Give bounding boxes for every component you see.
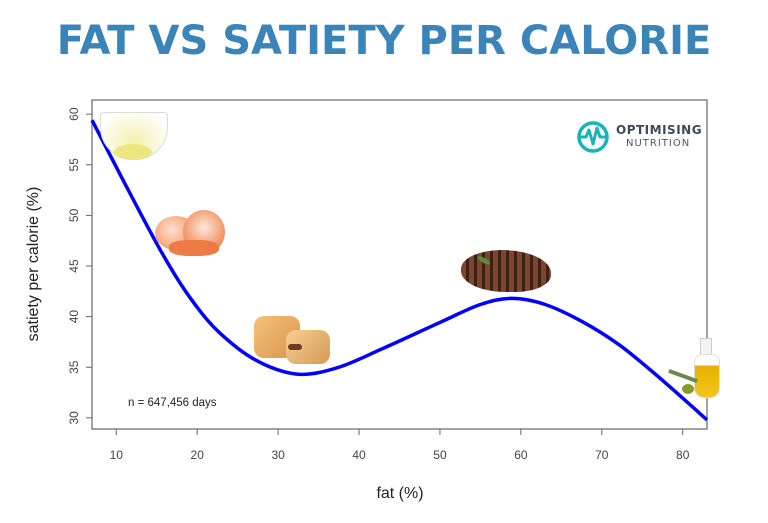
y-axis-label: satiety per calorie (%)	[25, 187, 42, 342]
x-tick-label: 80	[676, 448, 690, 462]
page-title: FAT VS SATIETY PER CALORIE	[56, 18, 712, 64]
scones-image	[254, 316, 332, 364]
y-tick-label: 55	[67, 158, 81, 172]
x-tick-label: 70	[595, 448, 609, 462]
optimising-nutrition-logo: OPTIMISING NUTRITION	[576, 120, 702, 154]
x-tick-label: 50	[433, 448, 447, 462]
x-tick-label: 40	[352, 448, 366, 462]
x-axis-label: fat (%)	[376, 485, 423, 502]
annotation-n: n = 647,456 days	[128, 397, 217, 409]
y-tick-label: 35	[67, 360, 81, 374]
x-tick-label: 30	[271, 448, 285, 462]
steak-image	[461, 250, 551, 292]
logo-line1: OPTIMISING	[616, 123, 703, 137]
egg-white-bowl-image	[100, 108, 168, 166]
y-tick-label: 45	[67, 259, 81, 273]
olive-oil-image	[666, 338, 730, 404]
shrimp-image	[155, 210, 225, 258]
y-tick-label: 40	[67, 310, 81, 324]
plot-frame	[91, 99, 708, 430]
x-tick-label: 10	[110, 448, 124, 462]
y-tick-label: 50	[67, 208, 81, 222]
y-tick-label: 30	[67, 411, 81, 425]
x-tick-label: 60	[514, 448, 528, 462]
x-tick-label: 20	[191, 448, 205, 462]
logo-pulse-icon	[577, 121, 609, 153]
y-tick-label: 60	[67, 107, 81, 121]
series-line	[90, 119, 709, 422]
logo-line2: NUTRITION	[626, 138, 691, 149]
